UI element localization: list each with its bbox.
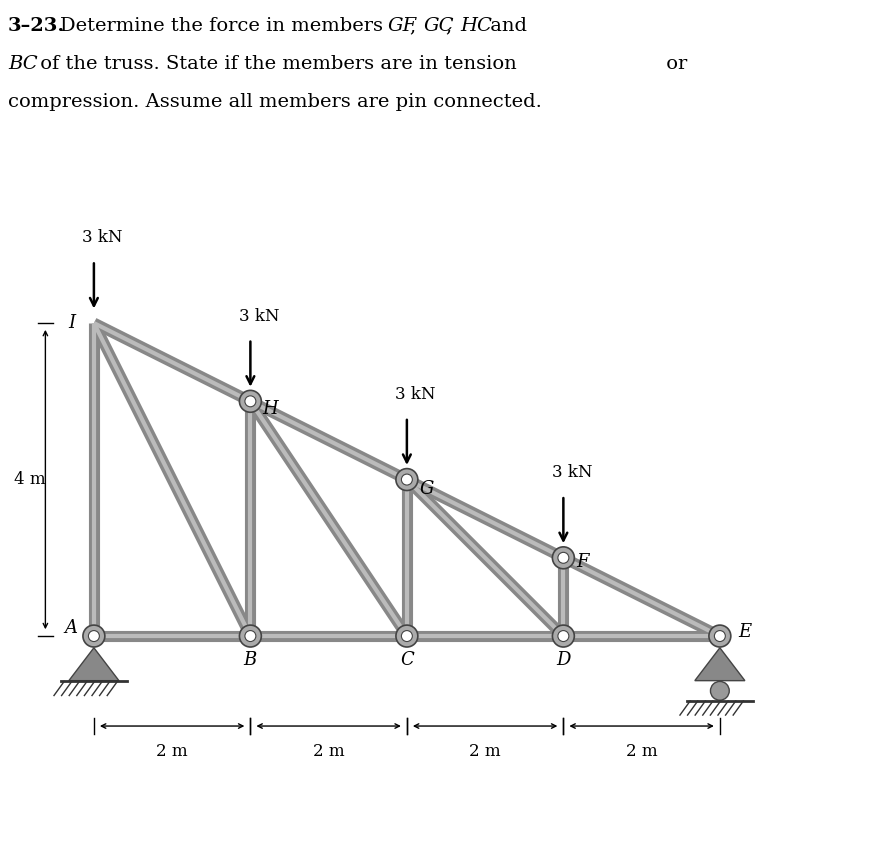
Text: C: C xyxy=(400,650,414,669)
Circle shape xyxy=(401,474,412,485)
Circle shape xyxy=(714,631,725,642)
Circle shape xyxy=(239,390,261,413)
Text: GC: GC xyxy=(424,17,455,35)
Text: 4 m: 4 m xyxy=(14,471,45,488)
Text: 3 kN: 3 kN xyxy=(551,465,592,481)
Text: Determine the force in members: Determine the force in members xyxy=(60,17,389,35)
Text: F: F xyxy=(577,553,590,571)
Polygon shape xyxy=(69,648,119,681)
Text: H: H xyxy=(262,400,277,418)
Text: GF: GF xyxy=(388,17,417,35)
Text: ,: , xyxy=(446,17,458,35)
Text: E: E xyxy=(739,623,751,641)
Text: 3 kN: 3 kN xyxy=(82,229,123,247)
Circle shape xyxy=(245,396,256,407)
Text: B: B xyxy=(244,650,257,669)
Circle shape xyxy=(88,631,99,642)
Circle shape xyxy=(401,631,412,642)
Circle shape xyxy=(558,553,569,563)
Circle shape xyxy=(709,625,731,647)
Text: I: I xyxy=(69,314,76,332)
Text: 2 m: 2 m xyxy=(313,743,344,760)
Circle shape xyxy=(396,469,417,490)
Text: G: G xyxy=(419,480,434,498)
Text: 3 kN: 3 kN xyxy=(239,308,279,324)
Text: BC: BC xyxy=(8,55,37,74)
Polygon shape xyxy=(695,648,745,681)
Circle shape xyxy=(83,625,105,647)
Text: A: A xyxy=(64,619,77,638)
Text: and: and xyxy=(484,17,527,35)
Text: compression. Assume all members are pin connected.: compression. Assume all members are pin … xyxy=(8,93,541,112)
Text: 3 kN: 3 kN xyxy=(395,386,435,403)
Circle shape xyxy=(239,625,261,647)
Text: 2 m: 2 m xyxy=(469,743,501,760)
Circle shape xyxy=(245,631,256,642)
Circle shape xyxy=(396,625,417,647)
Text: 2 m: 2 m xyxy=(156,743,188,760)
Text: 2 m: 2 m xyxy=(626,743,657,760)
Circle shape xyxy=(552,625,574,647)
Text: D: D xyxy=(557,650,571,669)
Text: of the truss. State if the members are in tension: of the truss. State if the members are i… xyxy=(34,55,516,74)
Text: ,: , xyxy=(410,17,423,35)
Text: HC: HC xyxy=(460,17,491,35)
Text: or: or xyxy=(660,55,687,74)
Text: 3–23.: 3–23. xyxy=(8,17,65,35)
Circle shape xyxy=(558,631,569,642)
Circle shape xyxy=(710,682,730,700)
Circle shape xyxy=(552,547,574,569)
